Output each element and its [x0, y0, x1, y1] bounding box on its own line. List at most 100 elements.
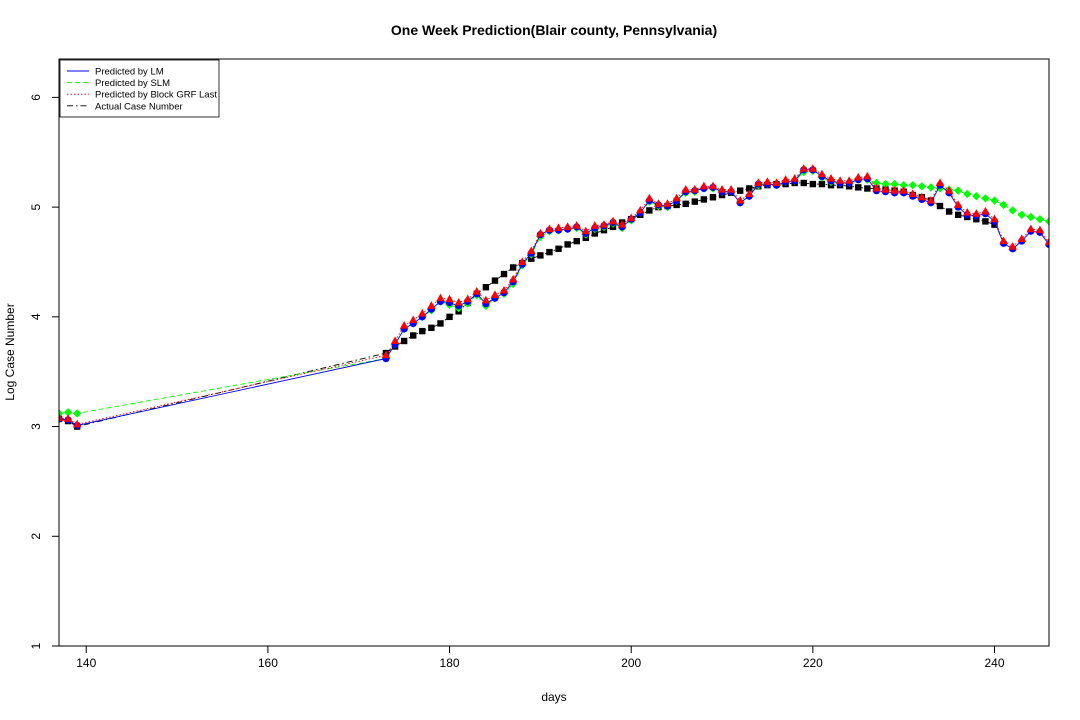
data-point: [500, 270, 508, 278]
data-point: [1008, 206, 1017, 215]
data-point: [381, 350, 391, 359]
data-point: [809, 180, 817, 188]
data-point: [835, 176, 845, 184]
data-point: [844, 176, 854, 184]
data-point: [854, 172, 863, 181]
data-point: [936, 202, 944, 210]
data-point: [945, 208, 953, 215]
data-point: [881, 179, 890, 189]
data-point: [754, 178, 763, 186]
series-line: [59, 182, 995, 428]
data-point: [527, 246, 536, 255]
data-point: [400, 337, 408, 345]
data-point: [908, 189, 917, 197]
chart-title: One Week Prediction(Blair county, Pennsy…: [391, 22, 717, 38]
data-point: [555, 245, 562, 253]
data-point: [953, 200, 963, 208]
data-point: [917, 182, 927, 191]
x-tick-label: 160: [258, 656, 278, 670]
data-point: [917, 192, 927, 201]
data-point: [682, 200, 689, 208]
data-point: [427, 301, 436, 309]
data-point: [536, 228, 545, 237]
data-point: [1017, 234, 1026, 242]
data-point: [572, 221, 581, 229]
legend-box: [59, 59, 220, 118]
data-point: [454, 297, 463, 306]
data-point: [418, 308, 427, 317]
data-point: [790, 173, 799, 182]
series-line: [59, 170, 1049, 414]
data-point: [72, 419, 82, 428]
data-point: [646, 207, 653, 214]
data-point: [428, 324, 435, 332]
data-point: [1008, 242, 1017, 250]
legend-label: Predicted by LM: [95, 67, 164, 78]
data-point: [636, 205, 645, 214]
data-point: [446, 313, 453, 321]
data-point: [499, 285, 509, 294]
data-point: [72, 409, 82, 418]
data-point: [708, 181, 718, 190]
data-point: [745, 189, 754, 197]
series-line: [59, 169, 1049, 426]
x-tick-label: 180: [440, 656, 460, 670]
data-point: [581, 226, 590, 235]
data-point: [617, 220, 627, 228]
data-point: [518, 257, 527, 265]
data-point: [926, 195, 936, 204]
data-point: [781, 175, 790, 183]
data-point: [399, 321, 409, 329]
data-point: [409, 315, 418, 324]
data-point: [709, 194, 717, 201]
y-axis-label: Log Case Number: [3, 303, 17, 400]
data-point: [855, 184, 862, 191]
data-point: [808, 164, 818, 172]
data-point: [599, 220, 609, 228]
x-axis-label: days: [541, 690, 566, 704]
data-point: [554, 223, 563, 231]
data-point: [436, 293, 445, 302]
data-point: [999, 200, 1008, 210]
y-tick-label: 4: [29, 313, 43, 320]
data-point: [1044, 217, 1049, 226]
data-point: [872, 178, 881, 188]
data-point: [63, 414, 73, 422]
axes: 140 160 180 200 220 240 1 2 3 4 5 6: [29, 94, 1005, 670]
x-tick-label: 220: [803, 656, 823, 670]
data-point: [482, 284, 490, 291]
y-tick-label: 5: [29, 203, 43, 210]
data-point: [63, 408, 73, 417]
data-point: [863, 171, 872, 180]
y-tick-label: 6: [29, 94, 43, 101]
data-point: [537, 252, 544, 259]
data-point: [445, 294, 454, 303]
data-point: [746, 185, 753, 192]
data-point: [690, 184, 699, 193]
data-point: [1035, 214, 1045, 224]
data-point: [481, 295, 491, 304]
data-point: [864, 185, 871, 192]
data-point: [881, 184, 890, 193]
data-point: [890, 179, 899, 189]
data-point: [672, 193, 681, 202]
data-point: [673, 201, 680, 209]
data-point: [590, 221, 600, 229]
data-point: [699, 181, 709, 190]
data-point: [390, 336, 400, 344]
data-point: [645, 193, 654, 202]
data-point: [899, 180, 908, 190]
data-point: [982, 218, 989, 225]
data-point: [591, 230, 599, 237]
data-point: [926, 183, 936, 192]
data-point: [545, 224, 554, 233]
data-point: [654, 199, 663, 207]
x-tick-label: 240: [984, 656, 1004, 670]
data-point: [963, 208, 972, 216]
data-point: [1035, 225, 1045, 234]
data-point: [627, 213, 636, 222]
data-point: [528, 255, 535, 262]
data-point: [908, 180, 917, 190]
data-point: [935, 178, 945, 186]
